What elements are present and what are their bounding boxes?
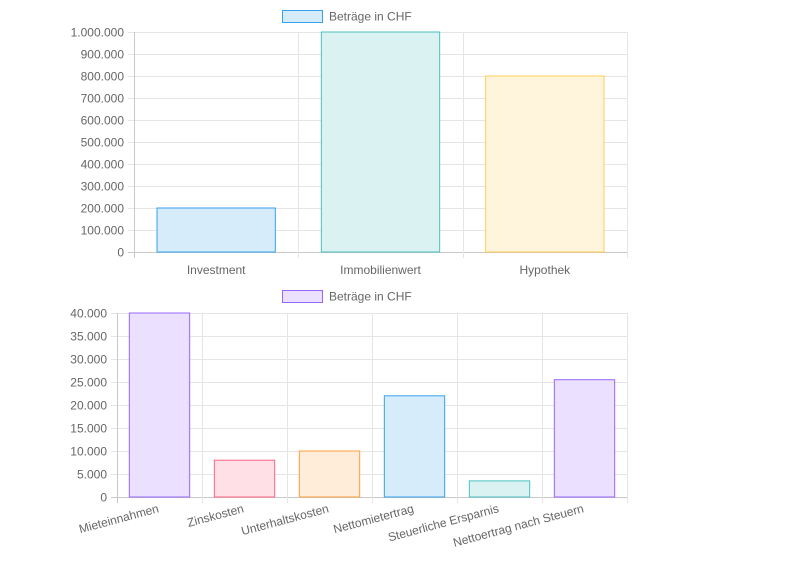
chart-1: 0 100.000 200.000 300.000 400.000 500.000 600.… — [71, 10, 628, 277]
y-tick-label: 0 — [100, 491, 107, 505]
x-tick-label: Mieteinnahmen — [77, 501, 160, 536]
bar-nettoertrag-nach-steuern — [553, 379, 616, 498]
y-tick-label: 700.000 — [81, 92, 125, 106]
legend-swatch — [282, 290, 323, 303]
y-tick-label: 400.000 — [81, 158, 125, 172]
y-tick-label: 800.000 — [81, 70, 125, 84]
bar-investment — [156, 207, 276, 253]
bar-hypothek — [485, 75, 605, 253]
bar-nettomietertrag — [383, 395, 446, 498]
bar-mieteinnahmen — [128, 312, 191, 498]
x-tick-label: Investment — [187, 263, 246, 277]
legend-label: Beträge in CHF — [329, 10, 412, 24]
y-tick-label: 200.000 — [81, 202, 125, 216]
y-tick-label: 100.000 — [81, 224, 125, 238]
bar-steuerliche-ersparnis — [468, 480, 531, 498]
x-tick-label: Unterhaltskosten — [240, 501, 331, 538]
y-tick-label: 15.000 — [70, 422, 107, 436]
y-tick-label: 40.000 — [70, 307, 107, 321]
bar-immobilienwert — [320, 31, 441, 253]
y-tick-label: 300.000 — [81, 180, 125, 194]
y-tick-label: 30.000 — [70, 353, 107, 367]
x-tick-label: Zinskosten — [186, 501, 246, 530]
y-tick-label: 0 — [117, 246, 124, 260]
chart-2: 0 5.000 10.000 15.000 20.000 25.000 30.000 35.0… — [70, 290, 628, 550]
y-tick-label: 25.000 — [70, 376, 107, 390]
y-tick-label: 500.000 — [81, 136, 125, 150]
bar-unterhaltskosten — [298, 450, 361, 498]
y-tick-label: 900.000 — [81, 48, 125, 62]
y-tick-label: 5.000 — [77, 468, 107, 482]
x-tick-label: Hypothek — [519, 263, 571, 277]
y-tick-label: 20.000 — [70, 399, 107, 413]
legend-label: Beträge in CHF — [329, 290, 412, 304]
y-tick-label: 600.000 — [81, 114, 125, 128]
x-tick-label: Immobilienwert — [340, 263, 421, 277]
legend-swatch — [282, 10, 323, 23]
y-tick-label: 1.000.000 — [71, 26, 125, 40]
y-tick-label: 35.000 — [70, 330, 107, 344]
bar-zinskosten — [213, 459, 276, 498]
y-tick-label: 10.000 — [70, 445, 107, 459]
